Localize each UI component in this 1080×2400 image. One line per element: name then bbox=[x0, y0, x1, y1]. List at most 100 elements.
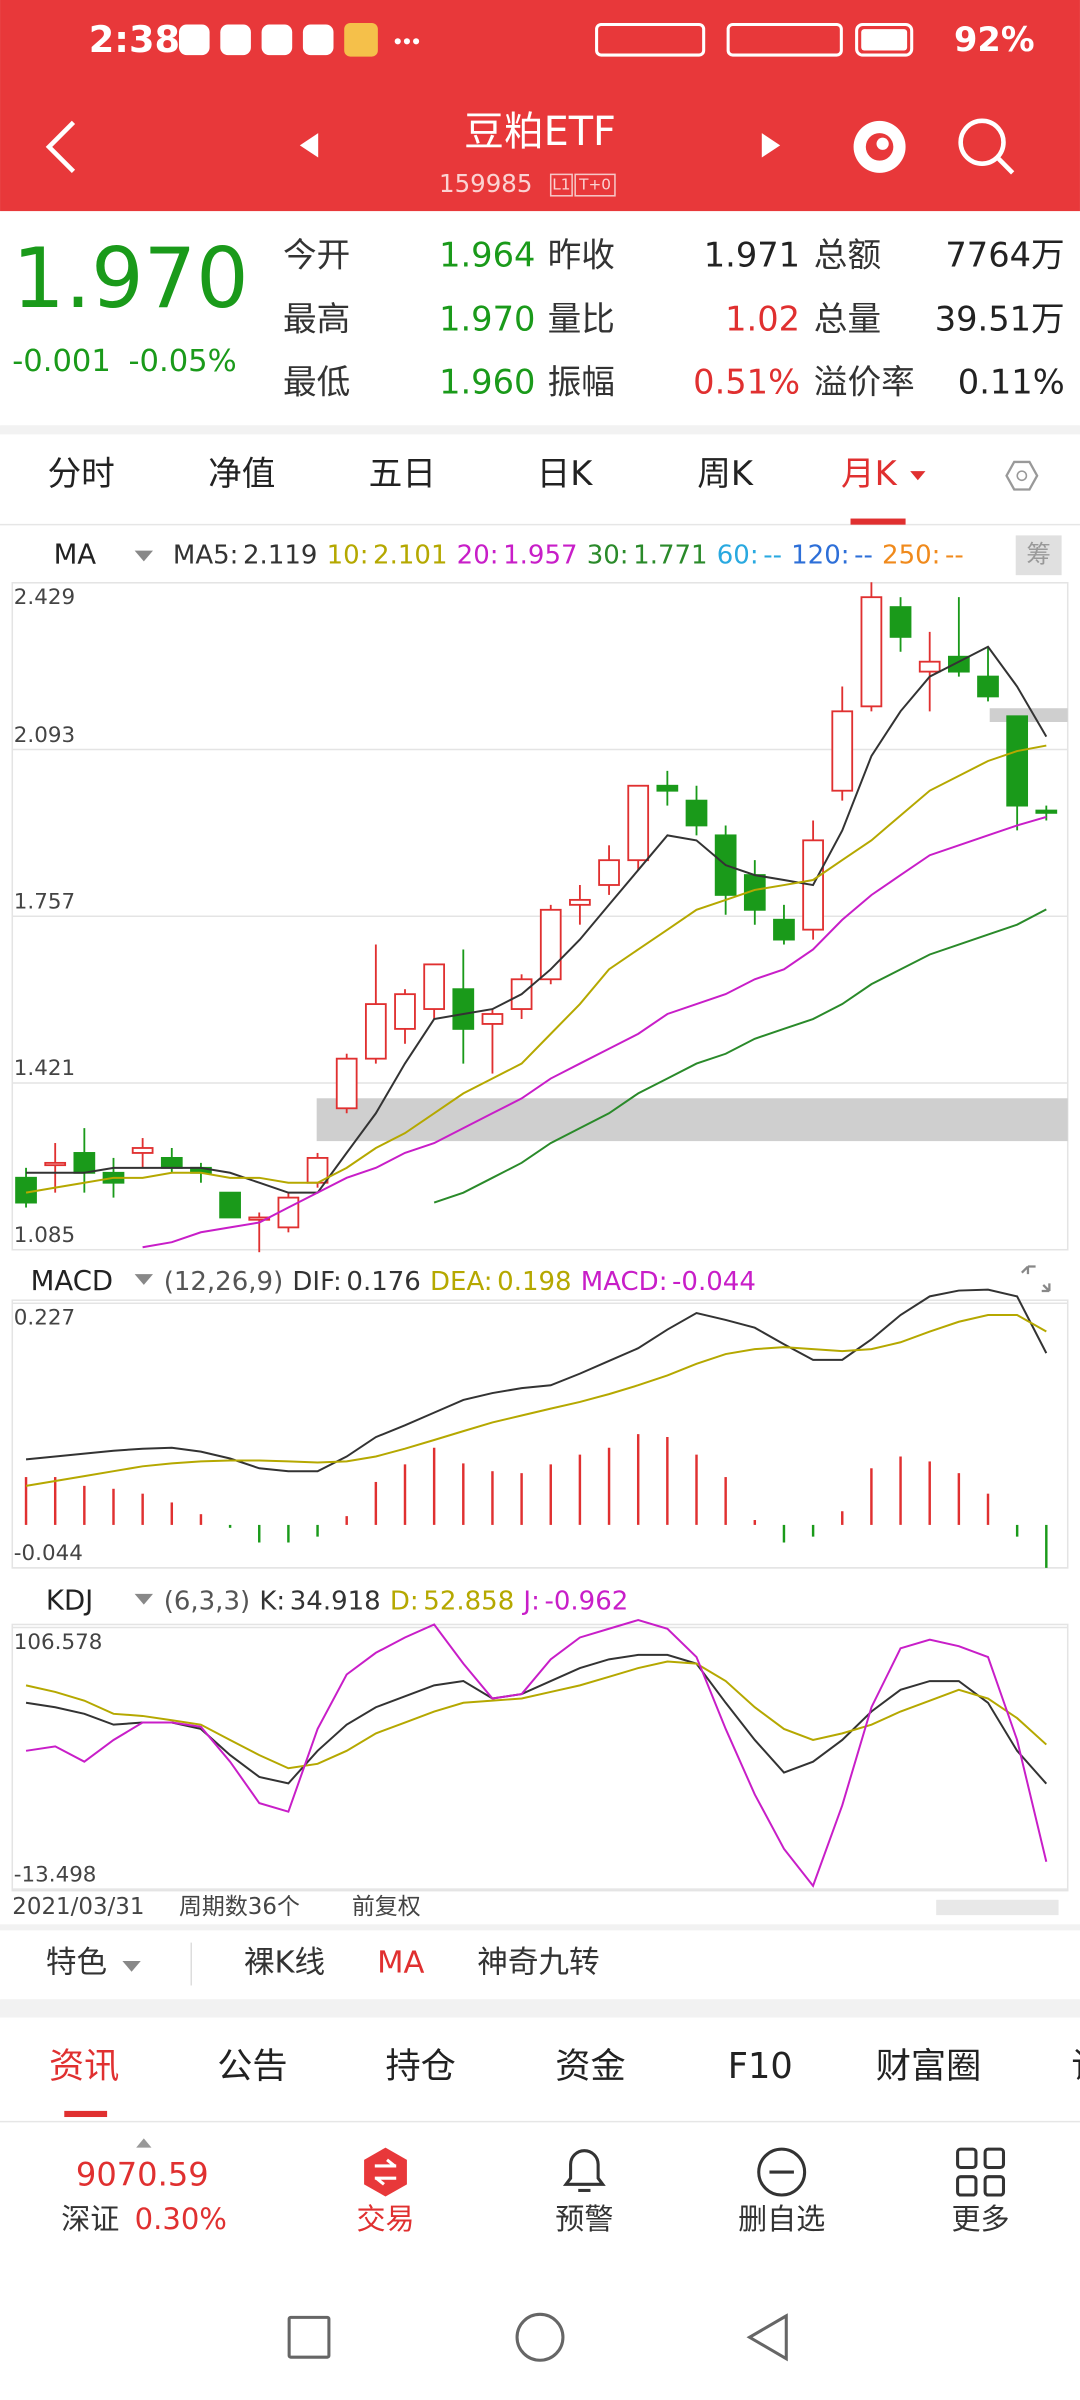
candle-body bbox=[131, 1147, 154, 1154]
chart-tab[interactable]: 日K bbox=[537, 454, 594, 493]
back-button[interactable] bbox=[45, 120, 76, 173]
side-label[interactable]: 筹 bbox=[1026, 539, 1050, 568]
toolbar-item[interactable]: 裸K线 bbox=[244, 1946, 325, 1981]
price-change: -0.001 bbox=[12, 344, 111, 379]
candle-body bbox=[889, 606, 912, 638]
nav-item[interactable]: 删自选 bbox=[738, 2202, 825, 2236]
legend-item: 20: bbox=[457, 540, 499, 570]
nav-item[interactable]: 预警 bbox=[555, 2202, 613, 2236]
chart-tab[interactable]: 分时 bbox=[47, 454, 114, 493]
dropdown-arrow[interactable] bbox=[134, 1593, 154, 1605]
y-tick-label: 2.429 bbox=[14, 585, 75, 610]
expand-icon[interactable] bbox=[1021, 1265, 1051, 1293]
toolbar-item[interactable]: MA bbox=[377, 1946, 424, 1981]
chart-tab[interactable]: 净值 bbox=[208, 454, 275, 493]
back-nav-button[interactable] bbox=[746, 2313, 788, 2362]
candle-body bbox=[1035, 809, 1058, 814]
trade-icon[interactable] bbox=[364, 2147, 407, 2197]
adjust-label[interactable]: 前复权 bbox=[352, 1894, 421, 1920]
candle-body bbox=[773, 918, 795, 941]
macd-label[interactable]: MACD bbox=[31, 1265, 113, 1297]
kdj-line bbox=[25, 1660, 1047, 1770]
recent-button[interactable] bbox=[287, 2315, 331, 2359]
separator bbox=[0, 425, 1080, 435]
legend-item: -- bbox=[763, 540, 782, 570]
index-change: 0.30% bbox=[135, 2202, 227, 2236]
nav-bar bbox=[287, 2312, 788, 2362]
candle-body bbox=[15, 1176, 37, 1204]
separator bbox=[0, 1999, 1080, 2018]
home-button[interactable] bbox=[515, 2312, 565, 2362]
fund-code: 159985 bbox=[439, 169, 532, 198]
index-value: 9070.59 bbox=[76, 2156, 209, 2194]
kdj-label[interactable]: KDJ bbox=[46, 1585, 93, 1617]
legend-item: 120: bbox=[791, 540, 849, 570]
dea-line bbox=[25, 1314, 1047, 1487]
more-icon[interactable] bbox=[956, 2147, 1006, 2197]
y-tick-label: 0.227 bbox=[14, 1306, 75, 1331]
field-label: 振幅 bbox=[548, 362, 615, 401]
y-tick-label: 1.757 bbox=[14, 889, 75, 914]
period-label: 周期数36个 bbox=[179, 1894, 300, 1920]
candle-body bbox=[860, 596, 883, 708]
assistant-icon[interactable] bbox=[853, 120, 906, 173]
candle-body bbox=[569, 898, 591, 906]
candle-body bbox=[44, 1161, 67, 1167]
news-tab[interactable]: 资讯 bbox=[49, 2046, 119, 2087]
kdj-line bbox=[25, 1619, 1048, 1888]
field-value: 1.02 bbox=[725, 300, 800, 339]
index-arrow bbox=[136, 2138, 152, 2148]
remove-icon[interactable] bbox=[757, 2147, 807, 2197]
chart-tab[interactable]: 周K bbox=[697, 454, 754, 493]
news-tab[interactable]: 论 bbox=[1072, 2046, 1080, 2087]
field-value: 1.960 bbox=[439, 362, 535, 401]
badge-box bbox=[549, 173, 573, 197]
news-tab[interactable]: 财富圈 bbox=[876, 2046, 982, 2087]
legend-item: DEA: bbox=[430, 1266, 493, 1296]
ma-label[interactable]: MA bbox=[54, 538, 97, 570]
prev-button[interactable] bbox=[299, 133, 319, 158]
y-tick-label: 2.093 bbox=[14, 723, 75, 748]
alert-icon[interactable] bbox=[562, 2149, 606, 2192]
field-label: 最低 bbox=[283, 362, 350, 401]
news-tab[interactable]: F10 bbox=[728, 2046, 793, 2087]
candle-body bbox=[481, 1013, 504, 1025]
news-tab[interactable]: 持仓 bbox=[386, 2046, 456, 2087]
nav-item[interactable]: 交易 bbox=[356, 2202, 414, 2236]
page-title: 豆粕ETF bbox=[464, 109, 616, 155]
next-button[interactable] bbox=[761, 133, 781, 158]
news-tab[interactable]: 资金 bbox=[555, 2046, 625, 2087]
badge: T+0 bbox=[578, 176, 611, 194]
candle-body bbox=[394, 993, 416, 1030]
legend-item: DIF: bbox=[292, 1266, 341, 1296]
ma-line bbox=[26, 645, 1048, 1194]
candle-body bbox=[977, 675, 999, 698]
toolbar-item[interactable]: 神奇九转 bbox=[477, 1946, 599, 1981]
dropdown-arrow[interactable] bbox=[122, 1960, 141, 1972]
side-box[interactable] bbox=[1015, 535, 1062, 576]
candle-body bbox=[598, 859, 620, 886]
badge-box bbox=[574, 173, 616, 197]
field-value: 1.971 bbox=[704, 235, 800, 274]
search-icon[interactable] bbox=[958, 118, 1015, 175]
legend-item: (6,3,3) bbox=[164, 1586, 250, 1616]
field-value: 0.51% bbox=[693, 362, 800, 401]
support-zone bbox=[316, 1098, 1068, 1142]
kdj-line bbox=[25, 1653, 1048, 1785]
field-label: 昨收 bbox=[548, 235, 615, 274]
tab-underline bbox=[850, 518, 906, 525]
field-label: 总额 bbox=[814, 235, 881, 274]
dropdown-arrow[interactable] bbox=[134, 550, 154, 562]
chart-tab[interactable]: 五日 bbox=[369, 454, 436, 493]
chart-tab[interactable]: 月K bbox=[841, 454, 898, 493]
toolbar-item[interactable]: 特色 bbox=[46, 1946, 107, 1981]
nav-item[interactable]: 更多 bbox=[951, 2202, 1009, 2236]
status-icons bbox=[179, 22, 914, 57]
settings-icon-dot bbox=[1016, 470, 1028, 482]
settings-icon[interactable] bbox=[1005, 460, 1039, 491]
dropdown-arrow[interactable] bbox=[134, 1274, 154, 1285]
price-change-pct: -0.05% bbox=[129, 344, 237, 379]
legend-item: 2.119 bbox=[243, 540, 317, 570]
news-tab[interactable]: 公告 bbox=[217, 2046, 287, 2087]
